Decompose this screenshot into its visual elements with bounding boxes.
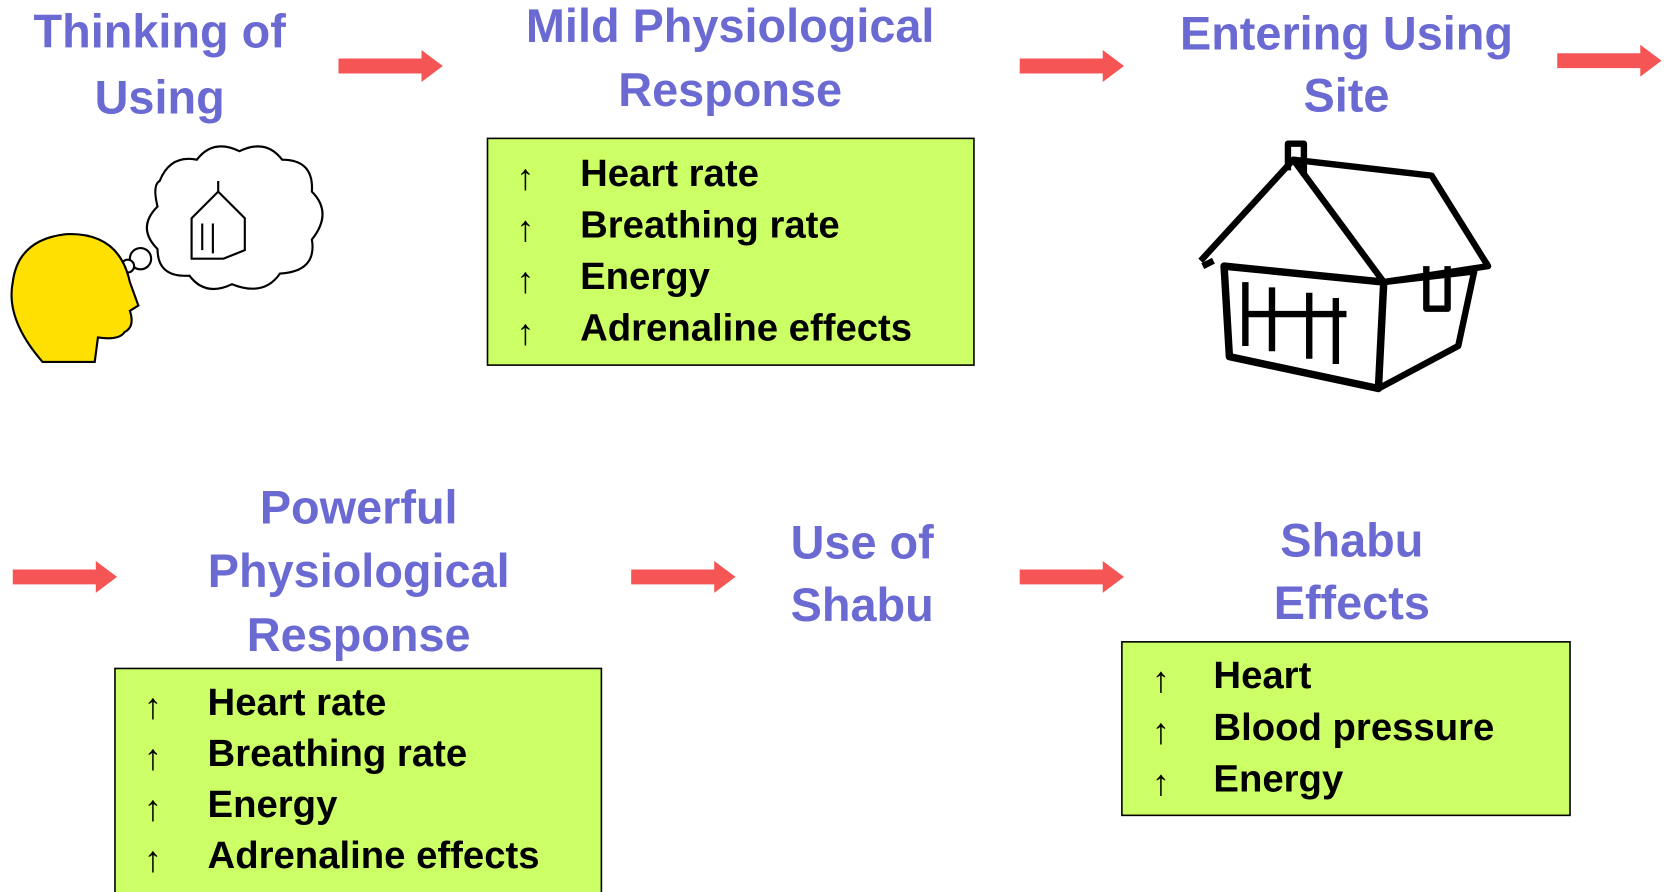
stage-title: Shabu bbox=[791, 579, 934, 631]
up-arrow: ↑ bbox=[144, 737, 162, 778]
flow-arrow bbox=[1019, 50, 1125, 82]
flow-arrow bbox=[1019, 560, 1125, 593]
effect-item: Energy bbox=[580, 255, 711, 298]
stage-title: Mild Physiological bbox=[526, 0, 935, 52]
up-arrow: ↑ bbox=[516, 311, 534, 352]
effect-item: Adrenaline effects bbox=[208, 834, 540, 877]
up-arrow: ↑ bbox=[144, 839, 162, 880]
stage-title: Physiological bbox=[208, 545, 510, 597]
effect-item: Blood pressure bbox=[1213, 706, 1494, 749]
up-arrow: ↑ bbox=[144, 685, 162, 726]
stage-title: Powerful bbox=[260, 481, 458, 533]
stage-title: Effects bbox=[1274, 577, 1430, 629]
flow-arrow bbox=[631, 560, 736, 593]
effect-item: Energy bbox=[208, 783, 339, 826]
house-icon bbox=[1198, 140, 1492, 393]
stage-title: Response bbox=[247, 609, 471, 661]
up-arrow: ↑ bbox=[516, 208, 534, 249]
up-arrow: ↑ bbox=[1152, 659, 1170, 700]
thinking-icon bbox=[10, 145, 324, 363]
effect-item: Heart rate bbox=[580, 152, 759, 195]
effect-item: Breathing rate bbox=[208, 732, 468, 775]
effect-item: Adrenaline effects bbox=[580, 307, 912, 350]
stage-title: Response bbox=[618, 64, 842, 116]
stage-title: Shabu bbox=[1280, 514, 1423, 566]
effect-item: Heart bbox=[1213, 654, 1311, 697]
effect-item: Heart rate bbox=[208, 681, 387, 724]
up-arrow: ↑ bbox=[516, 156, 534, 197]
effects-box bbox=[1121, 641, 1571, 817]
stage-title: Entering Using bbox=[1180, 8, 1513, 60]
stage-title: Thinking of bbox=[34, 6, 287, 58]
up-arrow: ↑ bbox=[1152, 710, 1170, 751]
effects-box bbox=[486, 137, 975, 366]
effect-item: Breathing rate bbox=[580, 203, 840, 246]
up-arrow: ↑ bbox=[516, 260, 534, 301]
stage-title: Use of bbox=[791, 516, 935, 568]
flow-arrow bbox=[1557, 44, 1662, 77]
stage-title: Site bbox=[1304, 69, 1390, 121]
stage-title: Using bbox=[95, 72, 225, 124]
flow-arrow bbox=[12, 560, 118, 593]
up-arrow: ↑ bbox=[1152, 762, 1170, 803]
effects-box bbox=[114, 667, 603, 892]
up-arrow: ↑ bbox=[144, 788, 162, 829]
effect-item: Energy bbox=[1213, 757, 1344, 800]
flow-arrow bbox=[338, 50, 443, 82]
